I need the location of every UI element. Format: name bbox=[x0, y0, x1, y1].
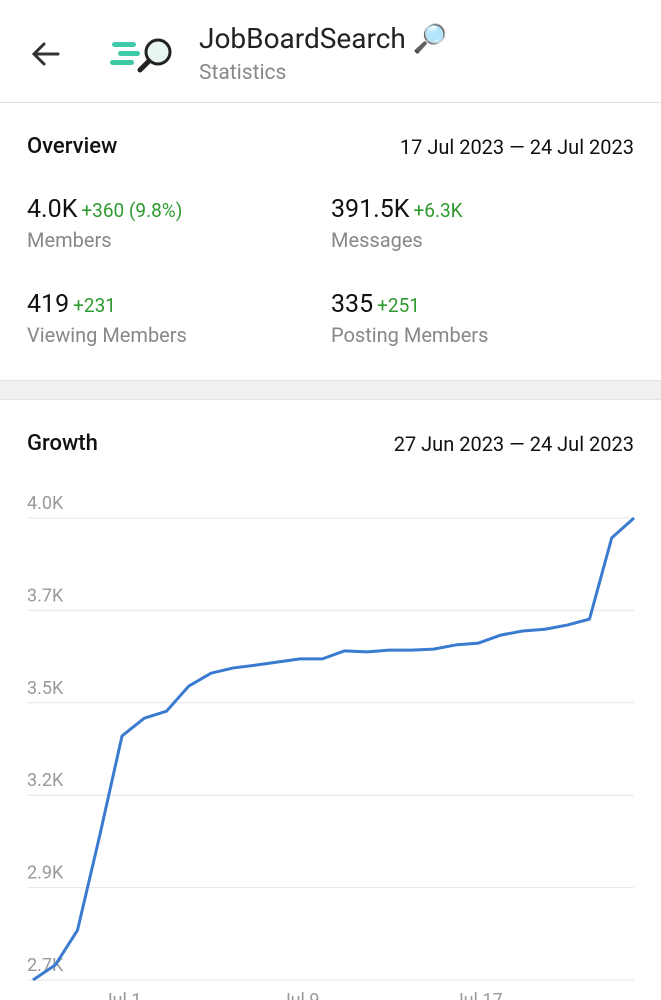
growth-chart: 2.7K 2.9K 3.2K 3.5K 3.7K 4.0K Jul 1 Jul 9 Jul 17 bbox=[27, 493, 635, 1000]
y-tick-label: 2.9K bbox=[27, 863, 64, 884]
stat: 335 +251 Posting Members bbox=[331, 290, 488, 347]
stat: 4.0K +360 (9.8%) Members bbox=[27, 195, 182, 252]
channel-logo bbox=[110, 38, 172, 73]
stat-value: 335 bbox=[331, 290, 374, 319]
y-tick-label: 2.7K bbox=[27, 955, 64, 976]
stat-label: Viewing Members bbox=[27, 323, 187, 347]
channel-subtitle: Statistics bbox=[199, 61, 287, 85]
back-button[interactable] bbox=[28, 36, 64, 72]
x-tick-label: Jul 1 bbox=[103, 990, 142, 1000]
x-tick-label: Jul 9 bbox=[281, 990, 320, 1000]
header: JobBoardSearch 🔎 Statistics bbox=[0, 0, 661, 102]
growth-line bbox=[32, 516, 635, 982]
stat-change: +6.3K bbox=[413, 199, 463, 222]
channel-title: JobBoardSearch 🔎 bbox=[199, 22, 448, 55]
section-title: Overview bbox=[27, 134, 118, 159]
stat-change: +231 bbox=[73, 294, 116, 317]
y-tick-label: 3.7K bbox=[27, 585, 64, 606]
stat-value: 391.5K bbox=[331, 195, 410, 224]
section-title: Growth bbox=[27, 431, 98, 456]
y-tick-label: 3.2K bbox=[27, 770, 64, 791]
stat-label: Members bbox=[27, 228, 112, 252]
stat: 419 +231 Viewing Members bbox=[27, 290, 187, 347]
stat-label: Posting Members bbox=[331, 323, 489, 347]
stat: 391.5K +6.3K Messages bbox=[331, 195, 463, 252]
stat-value: 4.0K bbox=[27, 195, 78, 224]
growth-section: Growth 27 Jun 2023 — 24 Jul 2023 2.7K 2.9… bbox=[0, 400, 661, 1000]
stat-change: +360 (9.8%) bbox=[81, 199, 183, 222]
date-range: 27 Jun 2023 — 24 Jul 2023 bbox=[393, 432, 634, 456]
x-tick-label: Jul 17 bbox=[454, 990, 503, 1000]
overview-section: Overview 17 Jul 2023 — 24 Jul 2023 4.0K +… bbox=[0, 103, 661, 380]
y-tick-label: 4.0K bbox=[27, 493, 64, 514]
stat-label: Messages bbox=[331, 228, 423, 252]
section-divider bbox=[0, 380, 661, 400]
y-tick-label: 3.5K bbox=[27, 678, 64, 699]
stat-change: +251 bbox=[377, 294, 420, 317]
stat-value: 419 bbox=[27, 290, 70, 319]
date-range: 17 Jul 2023 — 24 Jul 2023 bbox=[399, 135, 634, 159]
